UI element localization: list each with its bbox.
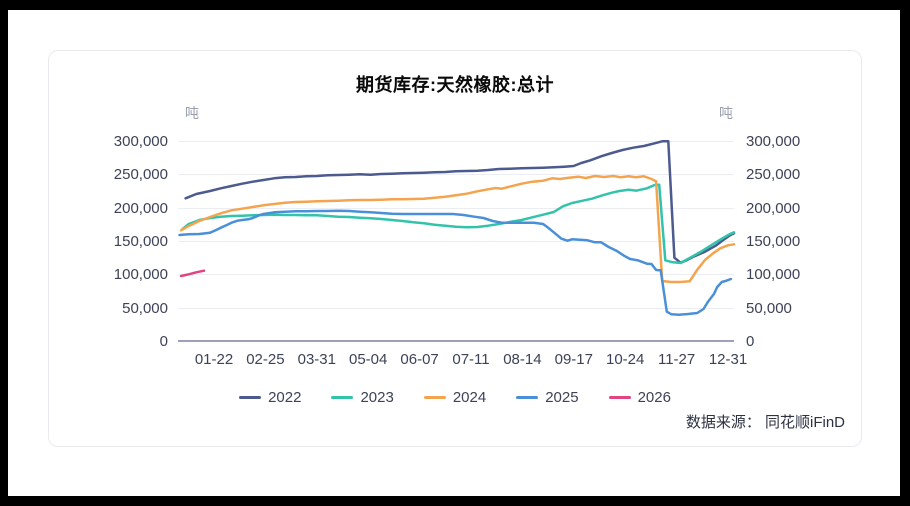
chart-card: 期货库存:天然橡胶:总计 吨 吨 0 50,000 100,000 150,000 20… [48, 50, 862, 447]
x-tick-09-17: 09-17 [554, 351, 593, 368]
legend-label-2025: 2025 [545, 389, 579, 406]
x-tick-08-14: 08-14 [503, 351, 542, 368]
series-line-2026 [179, 269, 206, 278]
y-tick-left-100000: 100,000 [113, 266, 168, 284]
x-tick-03-31: 03-31 [297, 351, 336, 368]
y-tick-left-300000: 300,000 [113, 133, 168, 150]
gridline-50000 [178, 307, 734, 309]
page-background: 期货库存:天然橡胶:总计 吨 吨 0 50,000 100,000 150,000 20… [8, 10, 900, 496]
gridline-100000 [178, 274, 734, 276]
legend-item-2024[interactable]: 2024 [423, 389, 487, 406]
legend-swatch-2026 [608, 396, 631, 399]
legend-label-2023: 2023 [360, 389, 394, 406]
gridline-0 [178, 340, 734, 342]
y-tick-left-200000: 200,000 [113, 199, 168, 217]
legend-item-2022[interactable]: 2022 [239, 389, 301, 406]
x-tick-02-25: 02-25 [246, 351, 285, 368]
series-line-2025 [178, 209, 733, 316]
y-axis-unit-right: 吨 [719, 105, 733, 121]
legend-item-2026[interactable]: 2026 [608, 389, 671, 406]
legend-label-2024: 2024 [452, 389, 487, 406]
y-tick-left-50000: 50,000 [122, 299, 168, 317]
y-tick-right-150000: 150,000 [746, 233, 801, 250]
y-tick-left-0: 0 [159, 333, 168, 350]
series-lines [178, 140, 736, 316]
x-tick-06-07: 06-07 [400, 351, 439, 368]
legend-item-2025[interactable]: 2025 [516, 389, 579, 406]
gridline-300000 [178, 141, 734, 142]
series-line-2024 [179, 174, 736, 284]
y-tick-left-150000: 150,000 [113, 233, 168, 250]
y-axis-unit-left: 吨 [185, 105, 199, 121]
legend-swatch-2023 [331, 396, 354, 399]
x-tick-11-27: 11-27 [657, 351, 696, 368]
gridline-200000 [178, 207, 734, 209]
y-tick-right-250000: 250,000 [746, 166, 801, 184]
legend-swatch-2025 [516, 396, 539, 399]
legend: 2022 2023 2024 2025 2026 [49, 389, 861, 406]
legend-swatch-2022 [239, 396, 262, 399]
y-tick-right-100000: 100,000 [746, 266, 801, 284]
series-line-2022 [184, 140, 736, 264]
plot-area: 0 50,000 100,000 150,000 200,000 250,000 300,0… [114, 134, 800, 368]
series-line-2023 [181, 183, 736, 265]
y-tick-right-300000: 300,000 [746, 133, 801, 150]
legend-label-2022: 2022 [268, 389, 302, 406]
legend-swatch-2024 [423, 396, 446, 399]
legend-label-2026: 2026 [637, 389, 671, 406]
y-tick-left-250000: 250,000 [113, 166, 168, 184]
data-source-text: 数据来源： 同花顺iFinD [685, 414, 845, 431]
x-tick-07-11: 07-11 [452, 351, 490, 368]
y-tick-right-50000: 50,000 [746, 299, 792, 317]
x-tick-12-31: 12-31 [708, 351, 748, 368]
x-tick-05-04: 05-04 [349, 351, 388, 368]
gridline-150000 [178, 241, 734, 242]
y-tick-right-200000: 200,000 [746, 199, 801, 217]
x-tick-01-22: 01-22 [194, 351, 234, 368]
legend-item-2023[interactable]: 2023 [331, 389, 394, 406]
chart-title: 期货库存:天然橡胶:总计 [356, 75, 554, 95]
x-tick-10-24: 10-24 [606, 351, 645, 368]
y-tick-right-0: 0 [746, 333, 755, 350]
gridline-250000 [178, 174, 734, 176]
